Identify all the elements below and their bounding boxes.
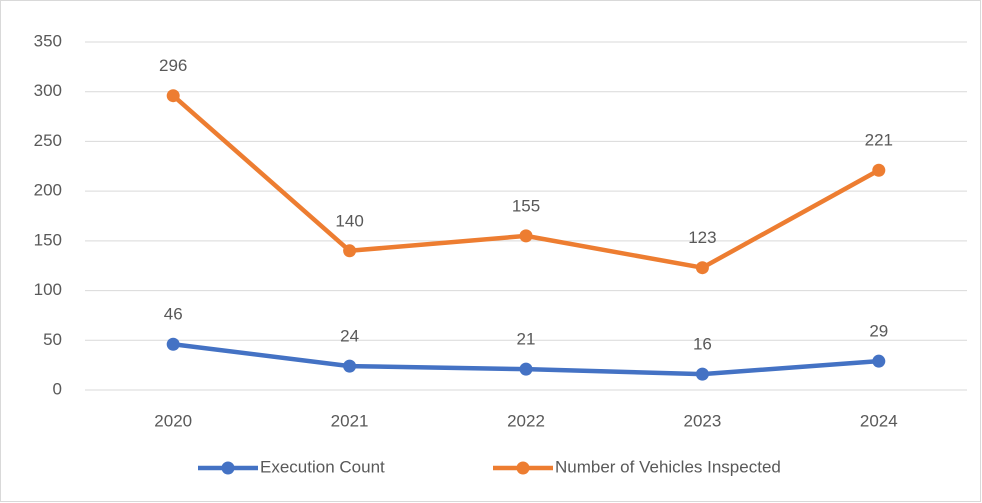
y-tick-label: 200	[34, 181, 62, 200]
data-point	[872, 354, 886, 368]
y-tick-label: 150	[34, 230, 62, 249]
data-point	[695, 261, 709, 275]
legend-label: Execution Count	[260, 457, 385, 476]
y-tick-label: 0	[53, 379, 62, 398]
data-point	[343, 359, 357, 373]
y-tick-label: 100	[34, 280, 62, 299]
data-label: 24	[340, 327, 359, 346]
data-label: 21	[517, 330, 536, 349]
data-point	[166, 89, 180, 103]
x-tick-label: 2020	[154, 411, 192, 430]
legend-marker	[516, 461, 530, 475]
data-point	[166, 337, 180, 351]
data-label: 296	[159, 56, 187, 75]
legend-label: Number of Vehicles Inspected	[555, 457, 781, 476]
x-tick-label: 2024	[860, 411, 898, 430]
x-tick-label: 2023	[683, 411, 721, 430]
data-label: 123	[688, 228, 716, 247]
y-tick-label: 50	[43, 330, 62, 349]
data-label: 221	[865, 131, 893, 150]
y-tick-label: 350	[34, 31, 62, 50]
data-point	[519, 362, 533, 376]
data-label: 46	[164, 305, 183, 324]
y-tick-label: 250	[34, 131, 62, 150]
data-point	[695, 367, 709, 381]
x-tick-label: 2022	[507, 411, 545, 430]
data-point	[519, 229, 533, 243]
data-label: 29	[869, 322, 888, 341]
data-label: 155	[512, 196, 540, 215]
data-label: 140	[335, 211, 363, 230]
data-label: 16	[693, 335, 712, 354]
legend-marker	[221, 461, 235, 475]
data-point	[872, 163, 886, 177]
x-tick-label: 2021	[331, 411, 369, 430]
y-tick-label: 300	[34, 81, 62, 100]
data-point	[343, 244, 357, 258]
